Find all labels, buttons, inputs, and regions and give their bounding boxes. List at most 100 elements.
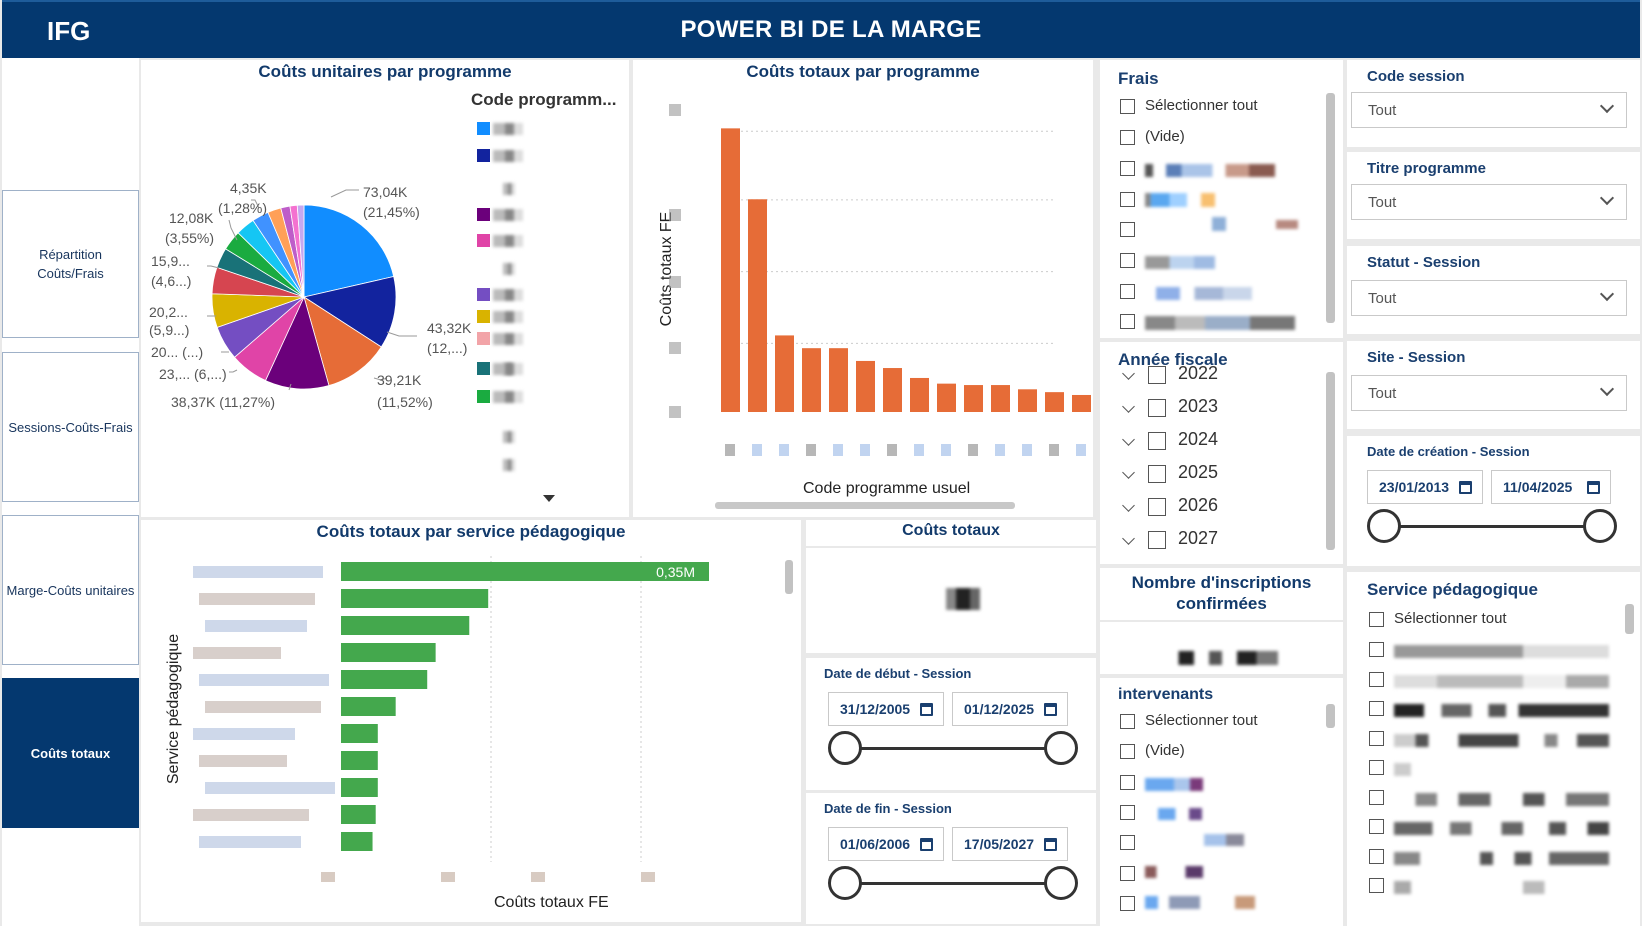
date-creation-start[interactable]: 23/01/2013 <box>1367 470 1483 504</box>
checkbox[interactable] <box>1148 531 1166 549</box>
checkbox[interactable] <box>1120 99 1135 114</box>
legend-item[interactable] <box>477 310 537 324</box>
checkbox[interactable] <box>1369 730 1384 746</box>
legend-item[interactable] <box>477 182 537 196</box>
bar <box>829 348 848 412</box>
year-item[interactable]: 2027 <box>1100 527 1320 557</box>
code-session-dropdown[interactable]: Tout <box>1351 92 1627 128</box>
checkbox[interactable] <box>1369 848 1384 864</box>
checkbox[interactable] <box>1369 878 1384 893</box>
date-creation-knob-start[interactable] <box>1367 509 1401 543</box>
site-session-dropdown[interactable]: Tout <box>1351 375 1627 411</box>
service-item[interactable] <box>1347 671 1627 692</box>
intervenants-scrollbar[interactable] <box>1326 704 1335 728</box>
nav-sessions[interactable]: Sessions-Coûts-Frais <box>2 352 139 502</box>
date-creation-knob-end[interactable] <box>1583 509 1617 543</box>
bar <box>964 385 983 412</box>
checkbox[interactable] <box>1148 465 1166 483</box>
service-item[interactable] <box>1347 730 1627 751</box>
chevron-down-icon[interactable] <box>1122 400 1135 413</box>
nav-repartition[interactable]: Répartition Coûts/Frais <box>2 190 139 338</box>
date-fin-start[interactable]: 01/06/2006 <box>828 827 944 861</box>
frais-scrollbar[interactable] <box>1326 93 1335 323</box>
service-pedago-scrollbar[interactable] <box>1625 604 1634 634</box>
chevron-down-icon[interactable] <box>1122 532 1135 545</box>
chevron-down-icon[interactable] <box>1122 499 1135 512</box>
date-debut-knob-start[interactable] <box>828 731 862 765</box>
checkbox[interactable] <box>1120 130 1135 145</box>
checkbox[interactable] <box>1120 835 1135 850</box>
date-fin-knob-start[interactable] <box>828 866 862 900</box>
legend-item[interactable] <box>477 262 537 276</box>
service-item[interactable] <box>1347 701 1627 721</box>
legend-item[interactable] <box>477 122 537 136</box>
legend-item[interactable] <box>477 430 537 444</box>
year-item[interactable]: 2024 <box>1100 428 1320 458</box>
bar-scrollbar[interactable] <box>715 502 1015 509</box>
checkbox[interactable] <box>1120 222 1135 237</box>
date-debut-knob-end[interactable] <box>1044 731 1078 765</box>
nav-marge[interactable]: Marge-Coûts unitaires <box>2 515 139 665</box>
service-item[interactable] <box>1347 848 1627 869</box>
year-item[interactable]: 2022 <box>1100 362 1320 392</box>
legend-item[interactable] <box>477 149 537 163</box>
legend-item[interactable] <box>477 390 537 404</box>
service-item[interactable] <box>1347 819 1627 839</box>
legend-item[interactable] <box>477 362 537 376</box>
checkbox[interactable] <box>1148 498 1166 516</box>
service-scrollbar[interactable] <box>785 560 793 594</box>
checkbox[interactable] <box>1369 612 1384 627</box>
chevron-down-icon[interactable] <box>1122 433 1135 446</box>
year-item[interactable]: 2023 <box>1100 395 1320 425</box>
date-fin-end[interactable]: 17/05/2027 <box>952 827 1068 861</box>
checkbox[interactable] <box>1120 805 1135 820</box>
checkbox[interactable] <box>1120 161 1135 176</box>
checkbox[interactable] <box>1120 284 1135 299</box>
chevron-down-icon[interactable] <box>1122 367 1135 380</box>
checkbox[interactable] <box>1148 366 1166 384</box>
nav-couts-totaux[interactable]: Coûts totaux <box>2 678 139 828</box>
service-item[interactable] <box>1347 642 1627 662</box>
checkbox[interactable] <box>1120 314 1135 329</box>
nav-label: Marge-Coûts unitaires <box>6 582 135 598</box>
checkbox[interactable] <box>1120 866 1135 881</box>
service-item[interactable] <box>1347 878 1627 898</box>
checkbox[interactable] <box>1148 399 1166 417</box>
statut-session-dropdown[interactable]: Tout <box>1351 280 1627 316</box>
checkbox[interactable] <box>1369 789 1384 805</box>
legend-item[interactable] <box>477 458 537 472</box>
checkbox[interactable] <box>1369 642 1384 657</box>
annee-scrollbar[interactable] <box>1326 372 1335 550</box>
date-debut-start[interactable]: 31/12/2005 <box>828 692 944 726</box>
bar <box>910 377 929 412</box>
year-item[interactable]: 2026 <box>1100 494 1320 524</box>
checkbox[interactable] <box>1120 896 1135 911</box>
date-fin-knob-end[interactable] <box>1044 866 1078 900</box>
legend-item[interactable] <box>477 234 537 248</box>
checkbox[interactable] <box>1120 253 1135 268</box>
card-title: Coûts totaux <box>902 522 1000 539</box>
redacted-tick <box>669 104 681 116</box>
chevron-down-icon[interactable] <box>1122 466 1135 479</box>
legend-item[interactable] <box>477 288 537 302</box>
checkbox[interactable] <box>1120 744 1135 759</box>
checkbox[interactable] <box>1120 192 1135 207</box>
legend-item[interactable] <box>477 208 537 222</box>
titre-programme-dropdown[interactable]: Tout <box>1351 184 1627 220</box>
date-debut-end[interactable]: 01/12/2025 <box>952 692 1068 726</box>
checkbox[interactable] <box>1369 671 1384 687</box>
legend-scroll-down-icon[interactable] <box>543 495 555 502</box>
year-item[interactable]: 2025 <box>1100 461 1320 491</box>
checkbox[interactable] <box>1120 775 1135 790</box>
checkbox[interactable] <box>1369 701 1384 716</box>
bar-xlabel: Code programme usuel <box>803 480 971 497</box>
legend-swatch <box>477 390 490 403</box>
date-creation-end[interactable]: 11/04/2025 <box>1491 470 1611 504</box>
checkbox[interactable] <box>1369 819 1384 834</box>
checkbox[interactable] <box>1120 714 1135 729</box>
service-item[interactable] <box>1347 789 1627 810</box>
service-item[interactable] <box>1347 760 1627 780</box>
checkbox[interactable] <box>1369 760 1384 775</box>
legend-item[interactable] <box>477 332 537 346</box>
checkbox[interactable] <box>1148 432 1166 450</box>
